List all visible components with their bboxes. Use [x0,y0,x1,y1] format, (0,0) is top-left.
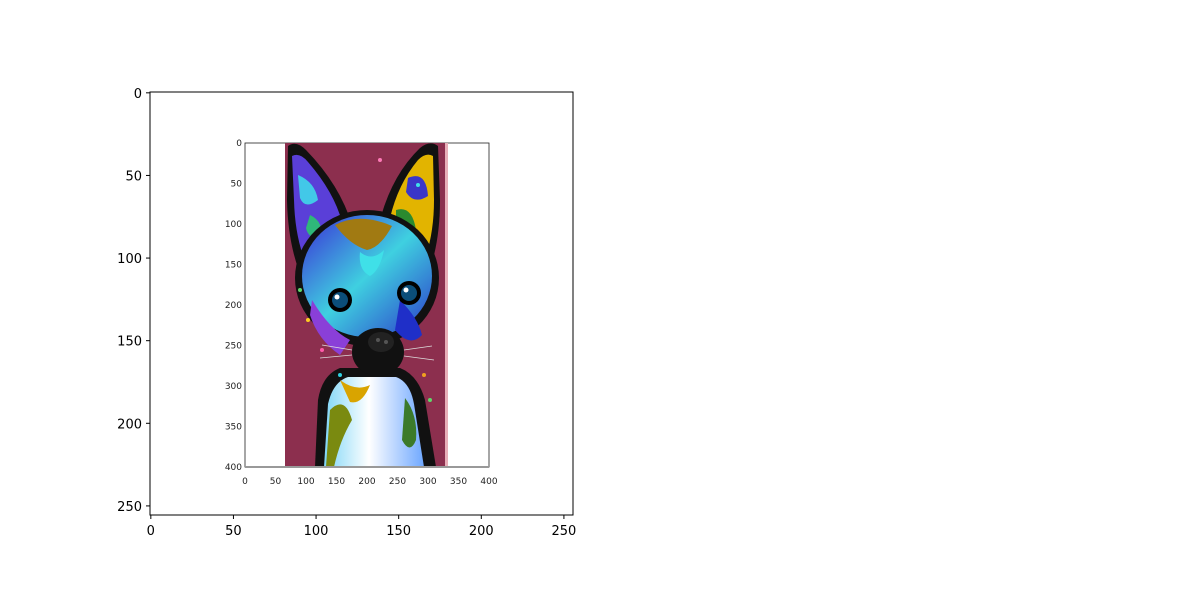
inner-x-tick-label: 50 [270,477,282,487]
inner-y-ticks: 0 50 100 150 200 250 300 350 400 [225,139,242,473]
outer-y-ticks: 0 50 100 150 200 250 [117,87,150,515]
outer-y-tick-label: 250 [117,500,142,515]
inner-y-tick-label: 0 [236,139,242,149]
chihuahua-pop-art-icon [287,143,440,467]
outer-x-tick-label: 200 [469,524,494,539]
inner-y-tick-label: 50 [231,180,243,190]
inner-x-tick-label: 400 [480,477,497,487]
inner-y-tick-label: 400 [225,463,242,473]
outer-x-tick-label: 50 [225,524,242,539]
inner-y-tick-label: 350 [225,423,242,433]
inner-x-tick-label: 0 [242,477,248,487]
inner-x-ticks: 0 50 100 150 200 250 300 350 400 [242,477,498,487]
inner-x-tick-label: 200 [358,477,375,487]
inner-x-tick-label: 300 [419,477,436,487]
inner-x-tick-label: 350 [450,477,467,487]
embedded-image: 0 50 100 150 200 250 300 350 400 0 50 100 150 200 250… [225,139,498,487]
inner-y-tick-label: 300 [225,382,242,392]
inner-y-tick-label: 100 [225,220,242,230]
inner-x-tick-label: 250 [389,477,406,487]
outer-x-tick-label: 150 [386,524,411,539]
inner-x-tick-label: 150 [328,477,345,487]
outer-y-tick-label: 150 [117,335,142,350]
inner-x-tick-label: 100 [297,477,314,487]
outer-y-tick-label: 0 [134,87,142,102]
inner-y-tick-label: 150 [225,261,242,271]
outer-y-tick-label: 100 [117,252,142,267]
outer-x-tick-label: 100 [304,524,329,539]
outer-y-tick-label: 50 [125,169,142,184]
outer-axes: 0 50 100 150 200 250 300 350 400 0 50 100 150 200 250… [117,87,576,539]
inner-y-tick-label: 200 [225,301,242,311]
outer-x-tick-label: 250 [551,524,576,539]
inner-y-tick-label: 250 [225,342,242,352]
outer-x-ticks: 0 50 100 150 200 250 [147,515,576,539]
image-backdrop-edge [445,143,448,467]
outer-x-tick-label: 0 [147,524,155,539]
outer-y-tick-label: 200 [117,417,142,432]
